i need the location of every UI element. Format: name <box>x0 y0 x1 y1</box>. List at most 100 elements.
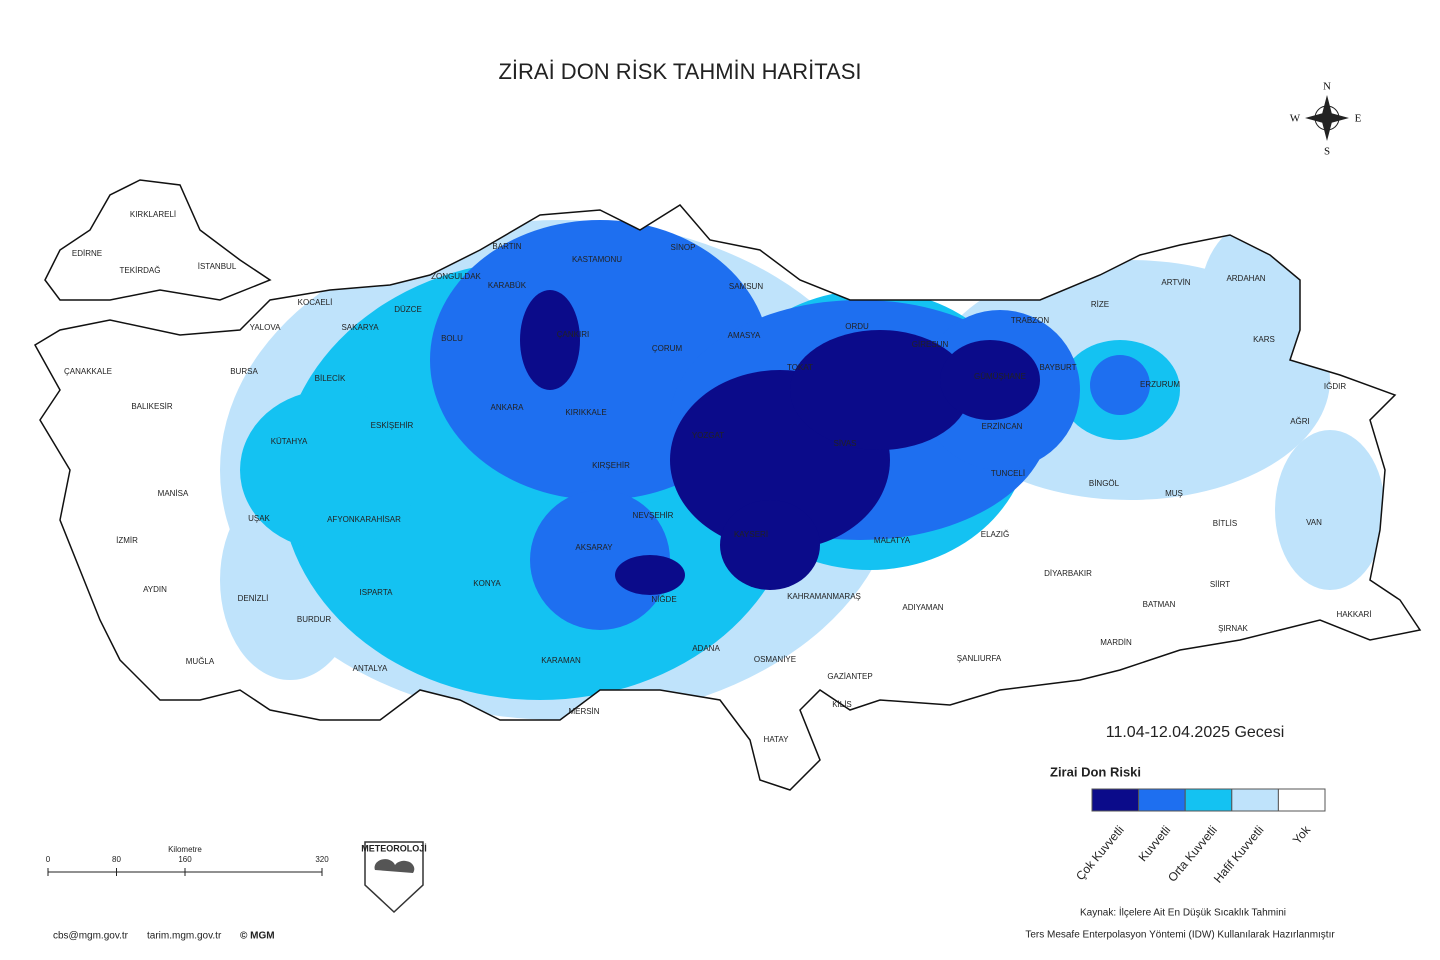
province-label: MUĞLA <box>186 657 215 666</box>
legend-label: Yok <box>1290 822 1314 847</box>
scale-tick-label: 160 <box>178 855 192 864</box>
province-label: GAZİANTEP <box>827 672 872 681</box>
footer-copyright: © MGM <box>240 931 275 942</box>
compass: N E S W <box>1290 81 1362 158</box>
province-label: ERZİNCAN <box>982 422 1023 431</box>
province-label: ADIYAMAN <box>902 603 943 612</box>
scale-tick-label: 320 <box>315 855 329 864</box>
compass-n: N <box>1323 81 1331 93</box>
province-label: ORDU <box>845 322 869 331</box>
province-label: BATMAN <box>1143 600 1176 609</box>
legend-swatch <box>1091 788 1140 812</box>
province-label: KARABÜK <box>488 281 527 290</box>
province-label: IĞDIR <box>1324 382 1346 391</box>
footer-email: cbs@mgm.gov.tr <box>53 931 129 942</box>
province-label: HAKKARİ <box>1336 610 1371 619</box>
province-label: HATAY <box>764 735 790 744</box>
province-label: SİİRT <box>1210 580 1230 589</box>
province-label: KIRŞEHİR <box>592 461 630 470</box>
province-label: İSTANBUL <box>198 262 237 271</box>
province-label: BURDUR <box>297 615 331 624</box>
legend-label: Çok Kuvvetli <box>1073 823 1127 883</box>
province-label: AFYONKARAHİSAR <box>327 515 401 524</box>
province-label: AĞRI <box>1290 417 1310 426</box>
legend-title: Zirai Don Riski <box>1050 764 1141 779</box>
province-label: KAHRAMANMARAŞ <box>787 592 861 601</box>
province-label: ESKİŞEHİR <box>371 421 414 430</box>
source-line: Ters Mesafe Enterpolasyon Yöntemi (IDW) … <box>1025 930 1335 941</box>
province-label: DENİZLİ <box>238 594 269 603</box>
province-label: ŞIRNAK <box>1218 624 1248 633</box>
province-label: BAYBURT <box>1039 363 1076 372</box>
province-label: ANKARA <box>491 403 525 412</box>
source-line: Kaynak: İlçelere Ait En Düşük Sıcaklık T… <box>1080 906 1286 919</box>
province-label: KARAMAN <box>541 656 581 665</box>
province-label: UŞAK <box>248 514 270 523</box>
province-label: ERZURUM <box>1140 380 1180 389</box>
province-label: ZONGULDAK <box>431 272 481 281</box>
province-label: ÇANKIRI <box>557 330 589 339</box>
title: ZİRAİ DON RİSK TAHMİN HARİTASI <box>498 59 861 84</box>
province-label: EDİRNE <box>72 249 102 258</box>
province-label: TRABZON <box>1011 316 1049 325</box>
compass-s: S <box>1324 146 1330 158</box>
province-label: AMASYA <box>728 331 761 340</box>
risk-areas <box>220 220 1385 720</box>
province-label: AKSARAY <box>575 543 613 552</box>
province-label: ARTVİN <box>1161 278 1190 287</box>
province-label: AYDIN <box>143 585 167 594</box>
province-label: SAKARYA <box>341 323 379 332</box>
province-label: KOCAELİ <box>298 298 333 307</box>
province-label: NEVŞEHİR <box>633 511 674 520</box>
province-label: MALATYA <box>874 536 911 545</box>
province-label: MARDİN <box>1100 638 1132 647</box>
province-label: MUŞ <box>1165 489 1183 498</box>
province-label: RİZE <box>1091 300 1109 309</box>
province-label: DÜZCE <box>394 305 422 314</box>
compass-e: E <box>1355 113 1362 125</box>
legend-swatch <box>1277 788 1326 812</box>
scale-bar: Kilometre 0 80 160 320 <box>46 845 329 876</box>
province-label: İZMİR <box>116 536 138 545</box>
province-label: OSMANİYE <box>754 655 796 664</box>
legend-swatch <box>1184 788 1233 812</box>
province-label: BURSA <box>230 367 258 376</box>
logo-text: METEOROLOJİ <box>361 843 427 853</box>
province-label: ŞANLIURFA <box>957 654 1002 663</box>
province-label: TOKAT <box>787 363 813 372</box>
province-label: KAYSERİ <box>734 530 768 539</box>
province-labels: KIRKLARELİ EDİRNE TEKİRDAĞ İSTANBUL KOCAELİ Y… <box>64 210 1372 744</box>
province-label: SİVAS <box>834 439 857 448</box>
province-label: ARDAHAN <box>1226 274 1265 283</box>
province-label: SİNOP <box>671 243 696 252</box>
province-label: KONYA <box>473 579 501 588</box>
scale-tick-label: 80 <box>112 855 121 864</box>
province-label: GÜMÜŞHANE <box>974 372 1026 381</box>
province-label: ELAZIĞ <box>981 530 1009 539</box>
province-label: MANİSA <box>158 489 189 498</box>
province-label: BİNGÖL <box>1089 479 1120 488</box>
compass-w: W <box>1290 113 1301 125</box>
province-label: YALOVA <box>250 323 281 332</box>
very-strong-areas <box>520 290 1040 595</box>
legend-label: Kuvvetli <box>1136 823 1174 864</box>
province-label: KIRKLARELİ <box>130 210 176 219</box>
province-label: BİTLİS <box>1213 519 1237 528</box>
province-label: SAMSUN <box>729 282 763 291</box>
province-label: KÜTAHYA <box>271 437 308 446</box>
province-label: YOZGAT <box>692 431 724 440</box>
province-label: ÇORUM <box>652 344 683 353</box>
province-label: BALIKESİR <box>131 402 173 411</box>
scale-tick-label: 0 <box>46 855 51 864</box>
province-label: NİĞDE <box>651 595 676 604</box>
province-label: DİYARBAKIR <box>1044 569 1092 578</box>
date: 11.04-12.04.2025 Gecesi <box>1106 724 1285 741</box>
province-label: BARTIN <box>492 242 521 251</box>
legend-swatch <box>1231 788 1279 812</box>
legend-swatch <box>1138 788 1186 812</box>
province-label: BOLU <box>441 334 463 343</box>
province-label: BİLECİK <box>315 374 346 383</box>
country-outline <box>33 179 1422 791</box>
scale-unit: Kilometre <box>168 845 202 854</box>
